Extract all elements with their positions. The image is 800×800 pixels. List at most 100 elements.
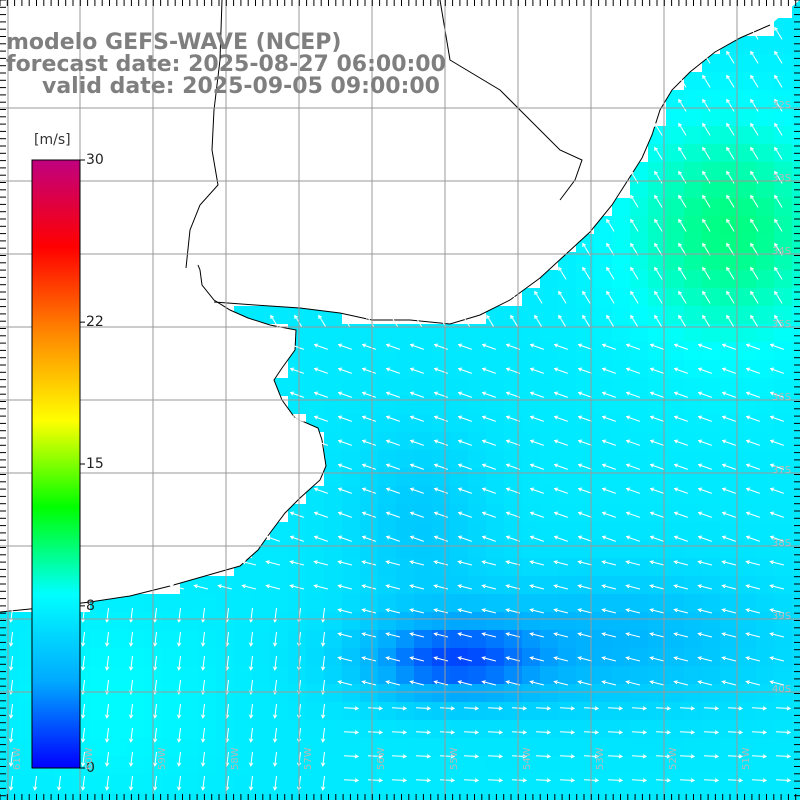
wind-arrow <box>703 730 720 735</box>
wind-arrow <box>601 632 617 638</box>
wind-arrow <box>463 754 480 759</box>
wind-arrow <box>769 535 784 542</box>
wind-arrow <box>721 584 737 590</box>
wind-arrow <box>601 584 617 590</box>
wind-arrow <box>361 584 377 590</box>
wind-arrow <box>750 290 759 304</box>
wind-arrow <box>457 391 472 398</box>
wind-arrow <box>769 560 785 566</box>
wind-arrow <box>385 391 400 398</box>
wind-arrow <box>769 463 784 470</box>
wind-arrow <box>606 242 615 256</box>
longitude-label: 51W <box>741 747 752 770</box>
wind-arrow <box>457 463 472 470</box>
forecast-date: forecast date: 2025-08-27 06:00:00 <box>6 52 446 77</box>
wind-arrow <box>727 730 744 735</box>
wind-arrow <box>439 754 456 759</box>
wind-arrow <box>367 706 384 711</box>
wind-arrow <box>361 463 376 470</box>
wind-arrow <box>81 655 86 671</box>
wind-arrow <box>697 680 713 686</box>
wind-arrow <box>553 560 569 566</box>
wind-arrow <box>313 584 329 590</box>
latitude-label: 36S <box>772 392 792 403</box>
wind-arrow <box>553 608 569 614</box>
wind-arrow <box>177 751 182 767</box>
wind-arrow <box>343 730 360 735</box>
wind-arrow <box>337 463 352 470</box>
wind-arrow <box>457 584 473 590</box>
wind-arrow <box>433 632 449 638</box>
wind-arrow <box>726 242 735 256</box>
wind-arrow <box>529 584 545 590</box>
wind-arrow <box>481 560 497 566</box>
model-title: modelo GEFS-WAVE (NCEP) <box>6 30 342 55</box>
wind-arrow <box>9 631 14 647</box>
wind-arrow <box>510 314 519 328</box>
longitude-label: 52W <box>668 747 679 770</box>
wind-arrow <box>727 706 744 711</box>
wind-arrow <box>409 439 424 446</box>
wind-arrow <box>361 415 376 422</box>
wind-arrow <box>745 415 760 422</box>
wind-arrow <box>337 560 353 566</box>
latitude-label: 33S <box>772 173 792 184</box>
wind-arrow <box>649 584 665 590</box>
wind-arrow <box>654 242 663 256</box>
wind-arrow <box>534 314 543 328</box>
wind-arrow <box>337 632 353 638</box>
wind-arrow <box>529 560 545 566</box>
wind-arrow <box>415 730 432 735</box>
wind-arrow <box>391 706 408 711</box>
wind-arrow <box>289 415 304 422</box>
wind-arrow <box>391 730 408 735</box>
wind-arrow <box>745 391 760 398</box>
wind-arrow <box>654 218 663 232</box>
wind-arrow <box>745 680 761 686</box>
wind-arrow <box>177 655 182 671</box>
wind-arrow <box>457 487 472 494</box>
wind-arrow <box>601 367 616 374</box>
wind-arrow <box>654 290 663 304</box>
wind-arrow <box>745 608 761 614</box>
wind-arrow <box>775 778 792 783</box>
wind-arrow <box>361 367 376 374</box>
wind-arrow <box>673 343 688 350</box>
wind-arrow <box>697 608 713 614</box>
wind-arrow <box>577 487 592 494</box>
wind-arrow <box>81 727 86 743</box>
wind-arrow <box>721 680 737 686</box>
wind-arrow <box>385 367 400 374</box>
wind-arrow <box>769 367 784 374</box>
wind-arrow <box>751 778 768 783</box>
wind-arrow <box>625 584 641 590</box>
wind-arrow <box>391 778 408 783</box>
wind-arrow <box>433 415 448 422</box>
wind-arrow <box>289 560 305 566</box>
wind-arrow <box>553 584 569 590</box>
wind-arrow <box>361 656 377 662</box>
wind-arrow <box>630 266 639 280</box>
wind-arrow <box>673 415 688 422</box>
wind-arrow <box>673 632 689 638</box>
wind-arrow <box>385 680 401 686</box>
wind-arrow <box>553 463 568 470</box>
wind-arrow <box>678 242 687 256</box>
wind-arrow <box>601 343 616 350</box>
wind-arrow <box>678 98 687 112</box>
wind-arrow <box>153 655 158 671</box>
wind-arrow <box>745 367 760 374</box>
wind-arrow <box>270 314 279 328</box>
wind-arrow <box>673 535 688 542</box>
wind-arrow <box>577 367 592 374</box>
wind-arrow <box>774 290 783 304</box>
wind-arrow <box>241 560 257 566</box>
wind-arrow <box>702 122 711 136</box>
wind-arrow <box>321 703 326 719</box>
wind-arrow <box>751 730 768 735</box>
wind-arrow <box>654 194 663 208</box>
wind-arrow <box>249 655 254 671</box>
longitude-label: 58W <box>230 747 241 770</box>
wind-arrow <box>679 754 696 759</box>
coastline-west <box>0 264 327 613</box>
